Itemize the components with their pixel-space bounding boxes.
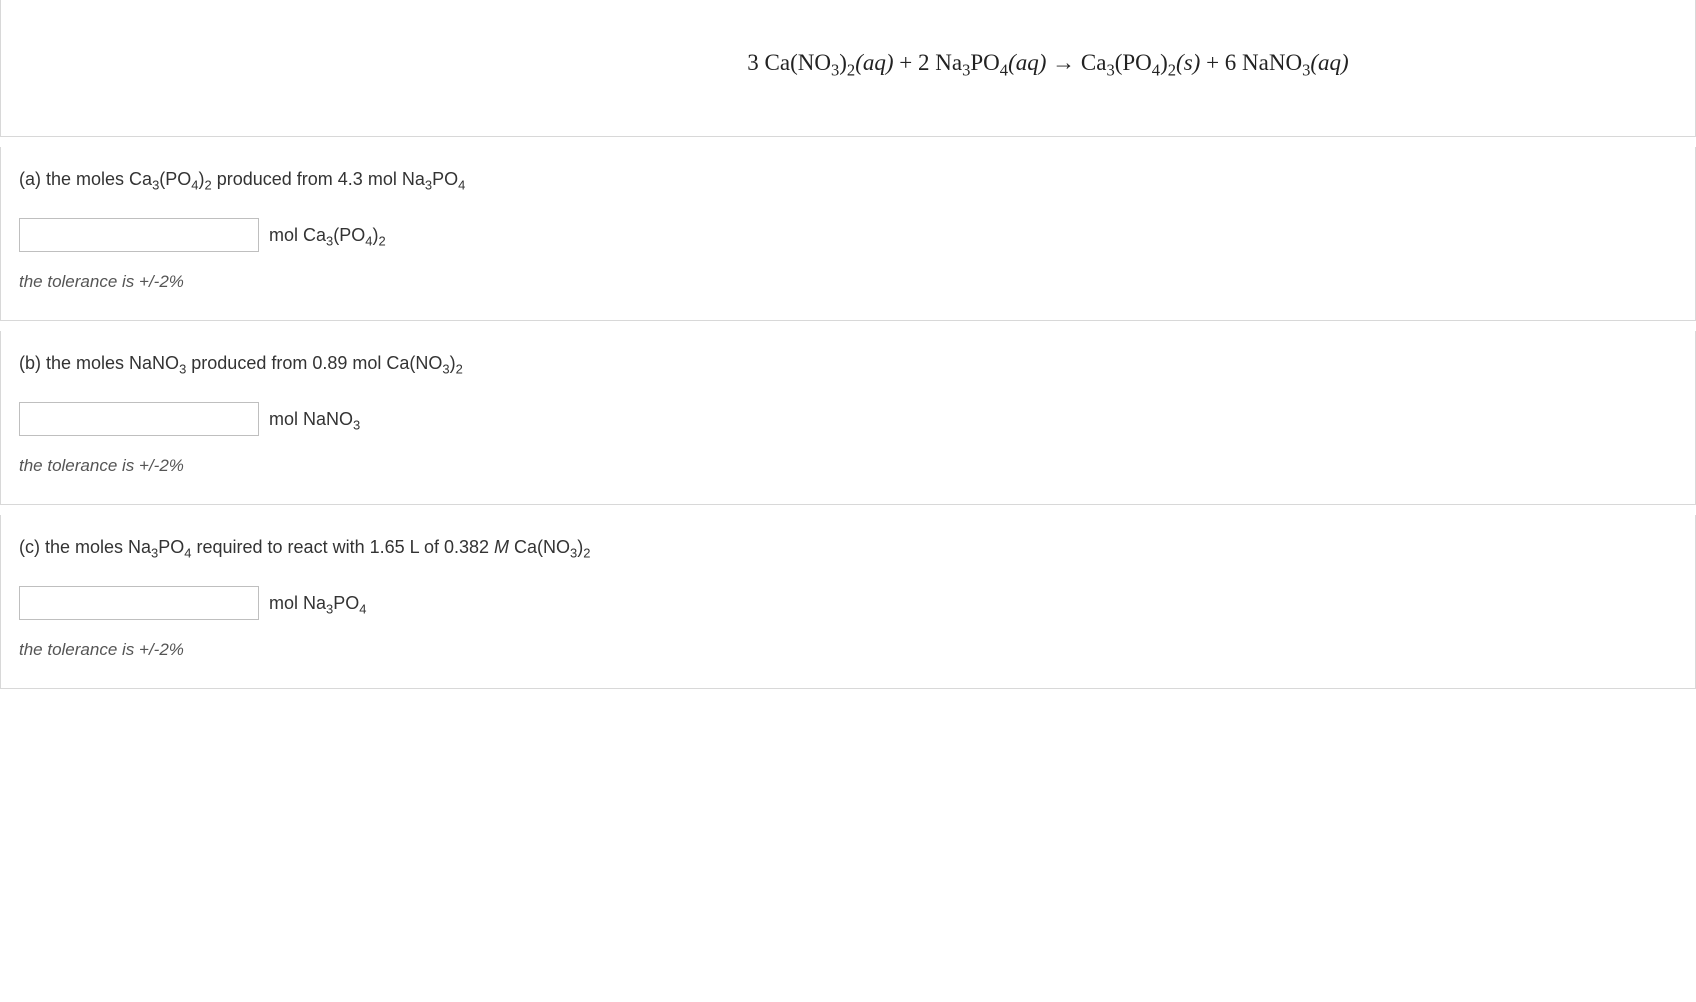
prompt-sub: 3 (425, 178, 432, 193)
eq-text: 2 (918, 50, 935, 75)
eq-text: + (894, 50, 918, 75)
question-b-input[interactable] (19, 402, 259, 436)
eq-text: Na (935, 50, 962, 75)
prompt-text: (c) the moles Na (19, 537, 151, 557)
eq-text: ) (839, 50, 847, 75)
question-b-unit: mol NaNO3 (269, 409, 360, 430)
prompt-sub: 2 (456, 362, 463, 377)
unit-text: PO (333, 593, 359, 613)
question-c-input[interactable] (19, 586, 259, 620)
unit-text: mol Ca (269, 225, 326, 245)
equation-panel: 3 Ca(NO3)2(aq) + 2 Na3PO4(aq) → Ca3(PO4)… (0, 0, 1696, 137)
eq-text: PO (970, 50, 999, 75)
prompt-text: PO (432, 169, 458, 189)
prompt-text: required to react with 1.65 L of 0.382 (192, 537, 495, 557)
question-c-unit: mol Na3PO4 (269, 593, 366, 614)
question-b-panel: (b) the moles NaNO 3 produced from 0.89 m… (0, 331, 1696, 505)
eq-text: Ca (1081, 50, 1107, 75)
unit-sub: 4 (359, 601, 366, 616)
question-c-panel: (c) the moles Na3PO4 required to react w… (0, 515, 1696, 689)
eq-state: (aq) (1008, 50, 1046, 75)
eq-state: (aq) (1310, 50, 1348, 75)
question-c-tolerance: the tolerance is +/-2% (19, 640, 1677, 660)
eq-text: NaNO (1242, 50, 1302, 75)
reaction-equation: 3 Ca(NO3)2(aq) + 2 Na3PO4(aq) → Ca3(PO4)… (347, 20, 1348, 76)
question-a-input[interactable] (19, 218, 259, 252)
eq-state: (aq) (855, 50, 893, 75)
question-a-answer-row: mol Ca3(PO4)2 (19, 218, 1677, 252)
eq-sub: 3 (831, 61, 839, 80)
prompt-sub: 2 (205, 178, 212, 193)
eq-text: 3 (747, 50, 764, 75)
eq-sub: 3 (1106, 61, 1114, 80)
question-a-tolerance: the tolerance is +/-2% (19, 272, 1677, 292)
prompt-text: produced from 4.3 mol Na (212, 169, 425, 189)
question-a-panel: (a) the moles Ca3(PO4)2 produced from 4.… (0, 147, 1696, 321)
prompt-text: (PO (159, 169, 191, 189)
eq-sub: 4 (1152, 61, 1160, 80)
unit-text: mol Na (269, 593, 326, 613)
question-b-prompt: (b) the moles NaNO 3 produced from 0.89 m… (19, 353, 1677, 374)
question-a-prompt: (a) the moles Ca3(PO4)2 produced from 4.… (19, 169, 1677, 190)
unit-text: (PO (333, 225, 365, 245)
prompt-sub: 4 (458, 178, 465, 193)
eq-text: 6 (1225, 50, 1242, 75)
prompt-sub: 4 (191, 178, 198, 193)
question-c-prompt: (c) the moles Na3PO4 required to react w… (19, 537, 1677, 558)
eq-text: ) (1160, 50, 1168, 75)
question-b-tolerance: the tolerance is +/-2% (19, 456, 1677, 476)
prompt-text: (a) the moles Ca (19, 169, 152, 189)
eq-state: (s) (1176, 50, 1200, 75)
eq-arrow: → (1046, 50, 1081, 75)
prompt-text: produced from 0.89 mol Ca(NO (186, 353, 442, 373)
eq-sub: 2 (1168, 61, 1176, 80)
eq-text: + (1200, 50, 1224, 75)
eq-text: Ca(NO (765, 50, 831, 75)
eq-text: (PO (1115, 50, 1152, 75)
prompt-text: (b) the moles NaNO (19, 353, 179, 373)
question-a-unit: mol Ca3(PO4)2 (269, 225, 386, 246)
unit-sub: 3 (353, 417, 360, 432)
prompt-sub: 3 (442, 362, 449, 377)
prompt-sub: 4 (184, 546, 191, 561)
prompt-text: Ca(NO (509, 537, 570, 557)
prompt-text: PO (158, 537, 184, 557)
eq-sub: 2 (847, 61, 855, 80)
unit-sub: 2 (378, 233, 385, 248)
question-b-answer-row: mol NaNO3 (19, 402, 1677, 436)
prompt-molar: M (494, 537, 509, 557)
unit-text: mol NaNO (269, 409, 353, 429)
question-c-answer-row: mol Na3PO4 (19, 586, 1677, 620)
eq-sub: 4 (1000, 61, 1008, 80)
prompt-sub: 2 (583, 546, 590, 561)
